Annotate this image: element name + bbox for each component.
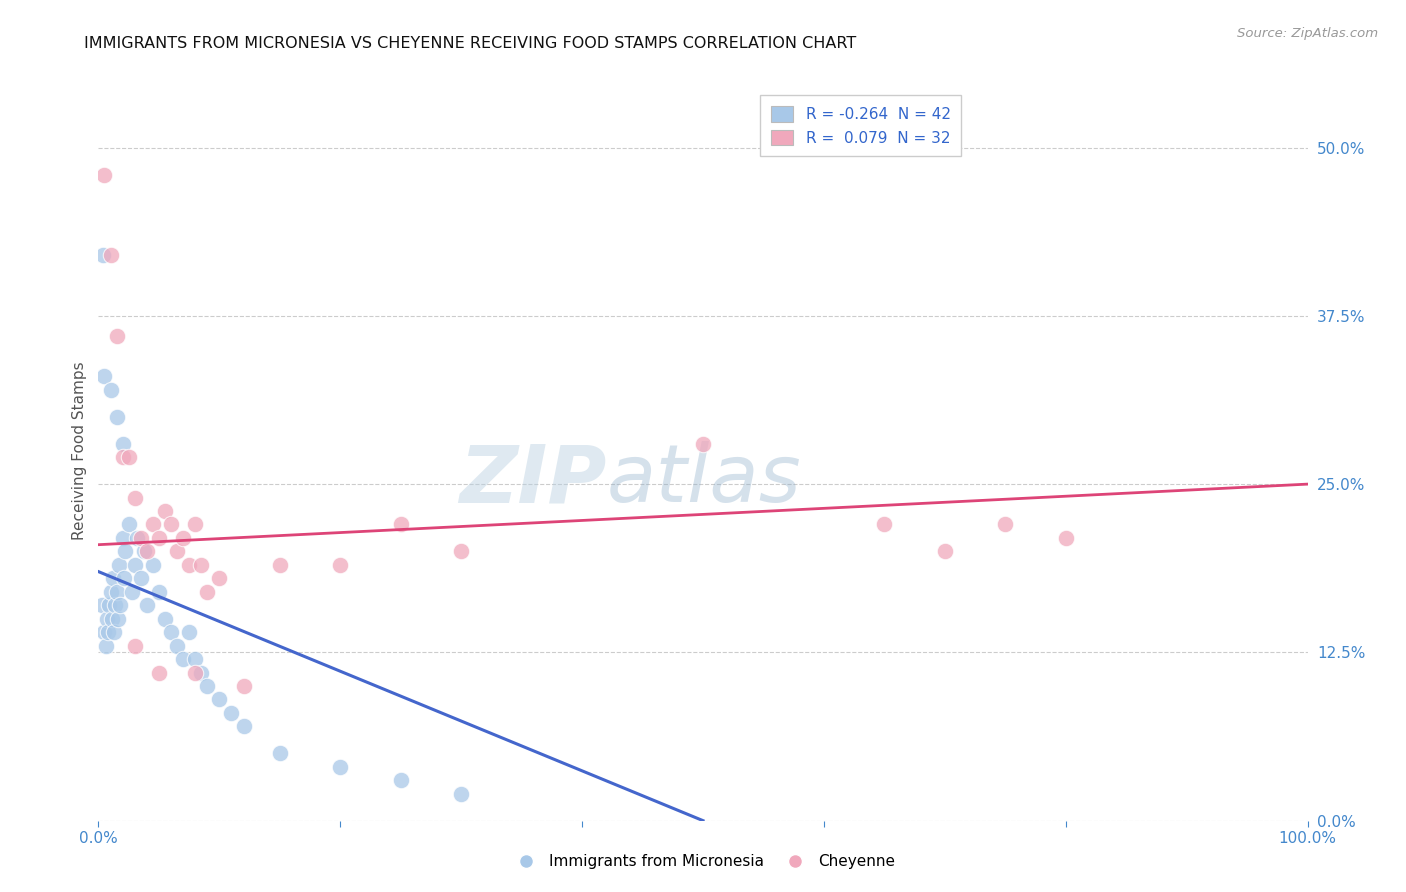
Point — [873, 517, 896, 532]
Point — [142, 558, 165, 572]
Point — [179, 625, 201, 640]
Point — [118, 517, 141, 532]
Point — [232, 719, 254, 733]
Text: ZIP: ZIP — [458, 441, 606, 519]
Point — [172, 652, 194, 666]
Point — [96, 612, 118, 626]
Text: IMMIGRANTS FROM MICRONESIA VS CHEYENNE RECEIVING FOOD STAMPS CORRELATION CHART: IMMIGRANTS FROM MICRONESIA VS CHEYENNE R… — [84, 36, 856, 51]
Y-axis label: Receiving Food Stamps: Receiving Food Stamps — [72, 361, 87, 540]
Point — [127, 531, 149, 545]
Point — [129, 531, 152, 545]
Point — [105, 329, 128, 343]
Point — [184, 665, 207, 680]
Point — [100, 612, 122, 626]
Point — [135, 544, 157, 558]
Legend: R = -0.264  N = 42, R =  0.079  N = 32: R = -0.264 N = 42, R = 0.079 N = 32 — [759, 95, 962, 156]
Point — [121, 584, 143, 599]
Point — [124, 491, 146, 505]
Point — [160, 517, 183, 532]
Point — [389, 517, 412, 532]
Point — [179, 558, 201, 572]
Point — [124, 558, 146, 572]
Point — [994, 517, 1017, 532]
Point — [108, 558, 131, 572]
Point — [184, 652, 207, 666]
Point — [108, 599, 131, 613]
Point — [112, 571, 135, 585]
Point — [94, 639, 117, 653]
Point — [195, 584, 218, 599]
Point — [208, 692, 231, 706]
Point — [111, 531, 134, 545]
Point — [166, 544, 188, 558]
Point — [160, 625, 183, 640]
Point — [91, 248, 114, 262]
Point — [148, 531, 170, 545]
Point — [329, 558, 352, 572]
Point — [114, 544, 136, 558]
Point — [172, 531, 194, 545]
Point — [153, 504, 176, 518]
Legend: Immigrants from Micronesia, Cheyenne: Immigrants from Micronesia, Cheyenne — [505, 848, 901, 875]
Point — [934, 544, 956, 558]
Point — [100, 383, 122, 397]
Point — [232, 679, 254, 693]
Point — [97, 625, 120, 640]
Point — [269, 558, 291, 572]
Point — [692, 436, 714, 450]
Point — [135, 599, 157, 613]
Point — [329, 760, 352, 774]
Point — [148, 584, 170, 599]
Point — [166, 639, 188, 653]
Point — [91, 599, 114, 613]
Point — [118, 450, 141, 465]
Point — [208, 571, 231, 585]
Point — [104, 599, 127, 613]
Point — [103, 625, 125, 640]
Point — [100, 584, 122, 599]
Point — [142, 517, 165, 532]
Point — [190, 558, 212, 572]
Point — [190, 665, 212, 680]
Text: Source: ZipAtlas.com: Source: ZipAtlas.com — [1237, 27, 1378, 40]
Point — [100, 248, 122, 262]
Point — [105, 584, 128, 599]
Point — [450, 544, 472, 558]
Point — [450, 787, 472, 801]
Point — [221, 706, 243, 720]
Point — [98, 599, 121, 613]
Point — [1054, 531, 1077, 545]
Point — [153, 612, 176, 626]
Point — [93, 369, 115, 384]
Point — [101, 571, 124, 585]
Point — [111, 436, 134, 450]
Point — [269, 747, 291, 761]
Point — [111, 450, 134, 465]
Point — [124, 639, 146, 653]
Point — [107, 612, 129, 626]
Point — [389, 773, 412, 788]
Point — [105, 409, 128, 424]
Point — [148, 665, 170, 680]
Point — [184, 517, 207, 532]
Point — [134, 544, 156, 558]
Point — [195, 679, 218, 693]
Point — [93, 625, 115, 640]
Point — [93, 168, 115, 182]
Text: atlas: atlas — [606, 441, 801, 519]
Point — [129, 571, 152, 585]
